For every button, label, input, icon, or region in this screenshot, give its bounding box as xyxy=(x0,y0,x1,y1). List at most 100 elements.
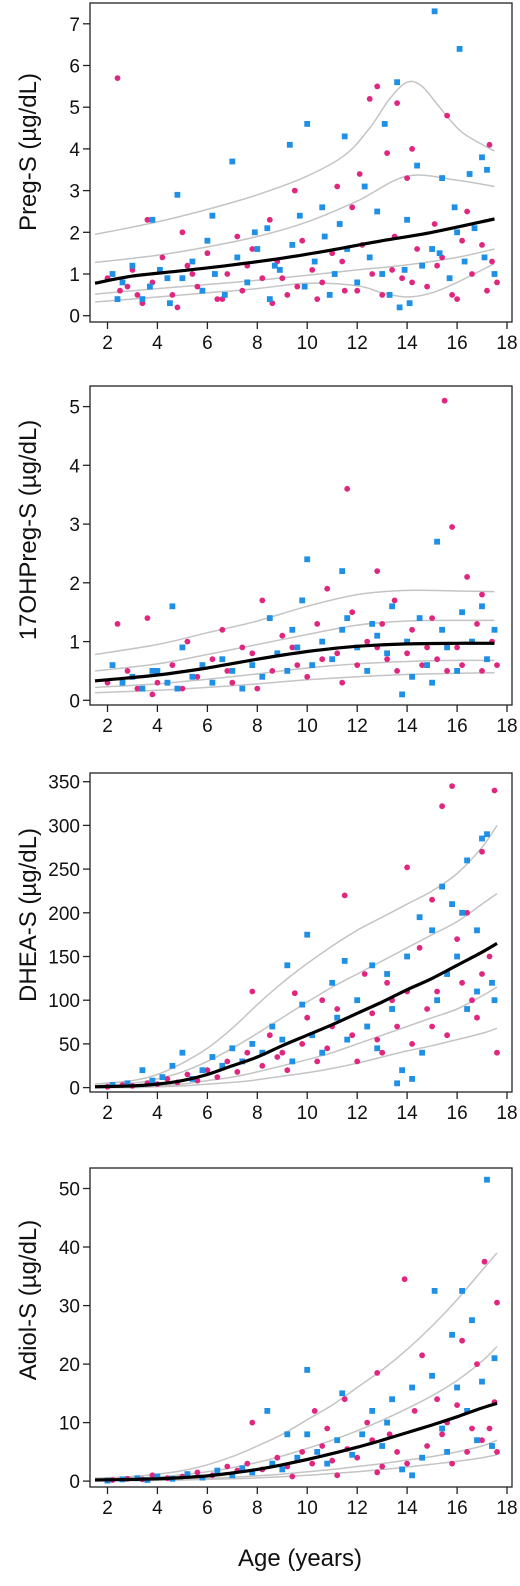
data-point-magenta xyxy=(401,1276,408,1283)
data-point-blue xyxy=(349,1451,356,1458)
data-point-magenta xyxy=(114,75,121,81)
data-point-magenta xyxy=(259,597,266,604)
data-point-magenta xyxy=(279,1049,286,1056)
data-point-magenta xyxy=(386,1431,393,1438)
data-point-magenta xyxy=(249,246,256,252)
data-point-magenta xyxy=(374,568,381,574)
data-point-blue xyxy=(124,1080,131,1087)
data-point-magenta xyxy=(424,644,430,651)
data-point-magenta xyxy=(144,216,151,223)
data-point-blue xyxy=(396,304,403,311)
median-curve xyxy=(94,641,495,683)
data-point-blue xyxy=(289,1058,296,1065)
y-axis-title: 17OHPreg-S (µg/dL) xyxy=(15,420,42,641)
data-point-magenta xyxy=(419,1352,425,1359)
data-point-magenta xyxy=(311,1408,318,1414)
data-point-magenta xyxy=(479,591,485,598)
data-point-blue xyxy=(369,962,376,969)
data-point-blue xyxy=(276,267,283,273)
data-point-blue xyxy=(311,258,318,265)
data-point-magenta xyxy=(249,650,256,657)
data-point-magenta xyxy=(424,1006,430,1012)
data-point-blue xyxy=(361,183,368,190)
data-point-blue xyxy=(419,1049,425,1056)
data-point-magenta xyxy=(444,112,450,119)
data-point-magenta xyxy=(174,304,181,311)
data-point-magenta xyxy=(249,988,256,995)
data-point-blue xyxy=(384,971,390,977)
data-point-magenta xyxy=(419,662,425,668)
x-tick-label: 10 xyxy=(297,716,318,737)
data-point-magenta xyxy=(279,632,286,639)
x-tick-label: 4 xyxy=(152,1103,163,1124)
data-point-blue xyxy=(167,300,173,307)
data-point-magenta xyxy=(486,953,493,960)
data-point-blue xyxy=(466,171,473,177)
x-tick-label: 6 xyxy=(202,1103,213,1124)
data-point-magenta xyxy=(369,271,376,277)
data-point-blue xyxy=(439,883,445,890)
data-point-blue xyxy=(464,857,470,864)
data-point-magenta xyxy=(309,267,316,273)
data-point-blue xyxy=(219,656,226,663)
data-point-blue xyxy=(479,835,485,842)
data-point-blue xyxy=(294,644,301,651)
data-point-magenta xyxy=(459,662,465,668)
data-point-blue xyxy=(329,656,336,663)
x-tick-label: 8 xyxy=(252,333,263,354)
data-point-blue xyxy=(174,191,181,198)
data-point-blue xyxy=(199,1067,206,1074)
data-point-blue xyxy=(406,300,413,307)
y-tick-label: 6 xyxy=(69,57,80,78)
data-point-blue xyxy=(489,1443,495,1449)
data-point-magenta xyxy=(114,621,121,627)
data-point-blue xyxy=(491,1355,498,1362)
data-point-magenta xyxy=(454,936,460,942)
data-point-magenta xyxy=(339,258,346,265)
data-point-magenta xyxy=(219,626,226,633)
data-point-magenta xyxy=(279,275,286,282)
data-point-blue xyxy=(431,8,438,15)
data-point-blue xyxy=(364,668,371,674)
data-point-blue xyxy=(284,962,291,969)
x-tick-label: 16 xyxy=(447,1498,468,1519)
data-point-blue xyxy=(221,292,228,298)
data-point-magenta xyxy=(424,1443,430,1449)
y-tick-label: 0 xyxy=(69,1079,80,1100)
y-axis-title: Preg-S (µg/dL) xyxy=(15,73,42,231)
data-point-blue xyxy=(109,662,116,668)
data-point-blue xyxy=(212,271,218,277)
data-point-blue xyxy=(264,1408,271,1414)
data-point-blue xyxy=(319,1049,326,1056)
panel-adiol-s: 2 4 6 8 10 12 14 16 18 0 10 20 30 40 50 Adiol-S (µg/dL… xyxy=(15,1167,518,1519)
data-point-magenta xyxy=(144,615,151,621)
data-point-blue xyxy=(314,1449,321,1455)
x-tick-label: 6 xyxy=(202,716,213,737)
data-point-magenta xyxy=(124,668,131,674)
data-point-magenta xyxy=(184,638,191,645)
data-point-magenta xyxy=(117,287,123,294)
data-point-magenta xyxy=(319,656,326,663)
percentile-line-3 xyxy=(94,659,495,689)
data-point-magenta xyxy=(249,1419,256,1426)
y-tick-label: 3 xyxy=(69,515,80,536)
data-point-blue xyxy=(339,626,346,633)
y-tick-label: 50 xyxy=(59,1180,80,1201)
x-tick-label: 14 xyxy=(397,1498,419,1519)
data-point-blue xyxy=(439,1425,445,1432)
x-tick-label: 6 xyxy=(202,333,213,354)
data-point-blue xyxy=(429,246,435,252)
data-point-blue xyxy=(459,609,465,616)
data-point-magenta xyxy=(304,1014,311,1021)
data-point-magenta xyxy=(234,233,241,240)
data-point-blue xyxy=(244,279,251,286)
data-point-magenta xyxy=(124,283,131,290)
data-point-magenta xyxy=(434,1396,440,1403)
data-point-magenta xyxy=(394,668,400,674)
data-point-magenta xyxy=(464,574,470,580)
data-point-magenta xyxy=(169,292,176,298)
data-point-magenta xyxy=(194,283,201,290)
data-point-blue xyxy=(484,1176,490,1183)
data-point-magenta xyxy=(394,100,400,106)
